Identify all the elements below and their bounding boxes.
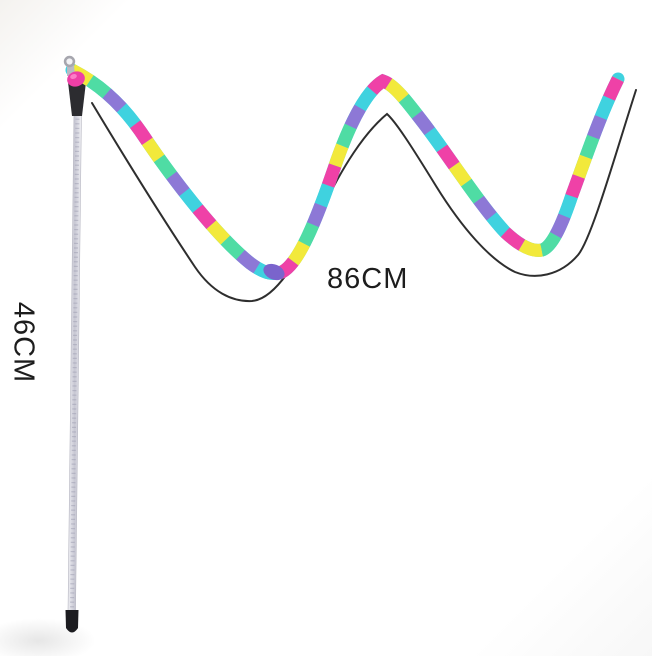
- ribbon-stripe-segment-1: [72, 70, 618, 274]
- wand-grip: [68, 79, 86, 116]
- ribbon-stripe-segment-5: [72, 70, 618, 274]
- floor-shadow: [0, 618, 96, 656]
- ribbon-measurement-line: [91, 89, 637, 303]
- wand-eyelet: [63, 55, 76, 68]
- striped-ribbon: [72, 70, 618, 281]
- ribbon-stripe-segment-2: [72, 70, 618, 274]
- ribbon-knot-highlight: [70, 73, 77, 80]
- ribbon-stripe-segment-4: [72, 70, 618, 274]
- teaser-wand: [65, 79, 86, 633]
- wand-length-label: 46CM: [7, 301, 40, 384]
- ribbon-length-label: 86CM: [327, 263, 409, 295]
- ribbon-stripe-segment-3: [72, 70, 618, 274]
- ribbon-loop-knot: [263, 263, 285, 281]
- wand-end-cap: [65, 610, 79, 633]
- ribbon-end-caps: [72, 70, 618, 274]
